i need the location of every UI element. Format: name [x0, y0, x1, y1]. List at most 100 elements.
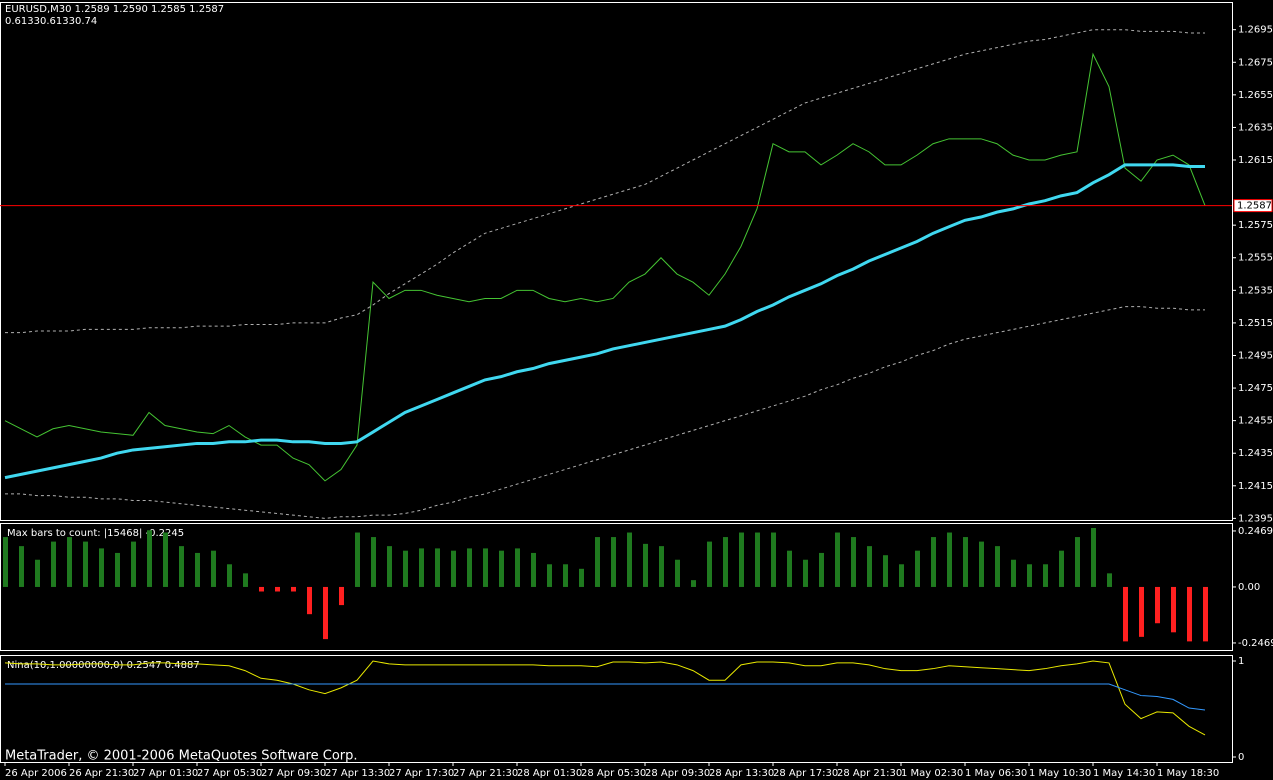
histogram-bar — [1203, 586, 1208, 642]
y-tick-label: 1.2455 — [1238, 416, 1273, 427]
x-tick-label: 27 Apr 01:30 — [133, 768, 198, 779]
histogram-bar — [323, 586, 328, 640]
x-tick-label: 1 May 06:30 — [965, 768, 1027, 779]
histogram-bar — [1075, 537, 1080, 587]
y-tick-label: 1.2435 — [1238, 448, 1273, 459]
histogram-bar — [611, 537, 616, 587]
x-tick-label: 26 Apr 2006 — [5, 768, 67, 779]
y-tick-label: 1.2555 — [1238, 253, 1273, 264]
histogram-bar — [419, 548, 424, 587]
x-tick-label: 27 Apr 13:30 — [325, 768, 390, 779]
x-tick-label: 27 Apr 05:30 — [197, 768, 262, 779]
histogram-bar — [979, 541, 984, 587]
histogram-bar — [851, 537, 856, 587]
series-line — [5, 29, 1205, 334]
y-tick-label: 1.2655 — [1238, 90, 1273, 101]
histogram-bar — [131, 541, 136, 587]
histogram-bar — [803, 559, 808, 587]
histogram-bar — [371, 537, 376, 587]
histogram-bar — [227, 564, 232, 587]
histogram-bar — [499, 550, 504, 587]
symbol-title: EURUSD,M30 1.2589 1.2590 1.2585 1.2587 — [5, 4, 224, 15]
panel-frame — [0, 2, 1233, 521]
histogram-bar — [547, 564, 552, 587]
y-tick-label: 1.2515 — [1238, 318, 1273, 329]
histogram-bar — [1139, 586, 1144, 637]
histogram-bar — [707, 541, 712, 587]
y-tick-label: -0.2469 — [1238, 638, 1273, 649]
histogram-bar — [675, 559, 680, 587]
histogram-bar — [739, 532, 744, 587]
histogram-bar — [211, 550, 216, 587]
histogram-bar — [179, 546, 184, 587]
histogram-bar — [627, 532, 632, 587]
x-tick-label: 28 Apr 17:30 — [773, 768, 838, 779]
histogram-bar — [563, 564, 568, 587]
histogram-bar — [195, 552, 200, 587]
indicator-title: Nina(10,1.00000000,0) 0.2547 0.4887 — [7, 660, 200, 671]
histogram-bar — [1091, 527, 1096, 587]
histogram-bar — [243, 573, 248, 587]
histogram-bar — [435, 548, 440, 587]
y-tick-label: 1.2575 — [1238, 220, 1273, 231]
histogram-bar — [67, 537, 72, 587]
current-price-label: 1.2587 — [1237, 201, 1272, 212]
histogram-bar — [1011, 559, 1016, 587]
current-price-box — [1233, 199, 1273, 213]
y-tick-label: 0.2469 — [1238, 526, 1273, 537]
histogram-bar — [339, 586, 344, 606]
histogram-bar — [403, 550, 408, 587]
indicator-title: Max bars to count: |15468| -0.2245 — [7, 528, 184, 539]
histogram-bar — [835, 532, 840, 587]
histogram-bar — [259, 586, 264, 592]
histogram-bar — [163, 532, 168, 587]
x-tick-label: 28 Apr 13:30 — [709, 768, 774, 779]
x-tick-label: 28 Apr 01:30 — [517, 768, 582, 779]
histogram-bar — [1187, 586, 1192, 642]
histogram-bar — [1155, 586, 1160, 624]
histogram-bar — [51, 541, 56, 587]
y-tick-label: 1.2395 — [1238, 513, 1273, 524]
symbol-subtitle: 0.61330.61330.74 — [5, 16, 97, 27]
histogram-bar — [723, 537, 728, 587]
histogram-bar — [35, 559, 40, 587]
histogram-bar — [387, 546, 392, 587]
x-tick-label: 27 Apr 17:30 — [389, 768, 454, 779]
y-tick-label: 1.2695 — [1238, 25, 1273, 36]
y-tick-label: 1.2415 — [1238, 481, 1273, 492]
histogram-bar — [467, 548, 472, 587]
histogram-bar — [83, 541, 88, 587]
histogram-bar — [275, 586, 280, 592]
y-tick-label: 1.2475 — [1238, 383, 1273, 394]
histogram-bar — [147, 530, 152, 587]
histogram-bar — [531, 552, 536, 587]
watermark: MetaTrader, © 2001-2006 MetaQuotes Softw… — [5, 749, 358, 764]
histogram-bar — [995, 546, 1000, 587]
x-tick-label: 28 Apr 09:30 — [645, 768, 710, 779]
histogram-bar — [1043, 564, 1048, 587]
y-tick-label: 1.2495 — [1238, 350, 1273, 361]
histogram-bar — [115, 552, 120, 587]
panel-frame — [0, 655, 1233, 763]
histogram-bar — [963, 537, 968, 587]
x-tick-label: 26 Apr 21:30 — [69, 768, 134, 779]
x-tick-label: 1 May 10:30 — [1029, 768, 1091, 779]
x-tick-label: 28 Apr 05:30 — [581, 768, 646, 779]
histogram-bar — [867, 546, 872, 587]
histogram-bar — [947, 532, 952, 587]
y-tick-label: 1.2535 — [1238, 285, 1273, 296]
histogram-bar — [19, 546, 24, 587]
histogram-bar — [595, 537, 600, 587]
histogram-bar — [819, 552, 824, 587]
y-tick-label: 0.00 — [1238, 582, 1260, 593]
histogram-bar — [3, 537, 8, 587]
histogram-bar — [307, 586, 312, 615]
histogram-bar — [883, 555, 888, 587]
series-line — [4, 52, 1206, 482]
histogram-bar — [1027, 564, 1032, 587]
y-tick-label: 1 — [1238, 656, 1244, 667]
histogram-bar — [483, 548, 488, 587]
y-tick-label: 1.2635 — [1238, 122, 1273, 133]
histogram-bar — [291, 586, 296, 592]
